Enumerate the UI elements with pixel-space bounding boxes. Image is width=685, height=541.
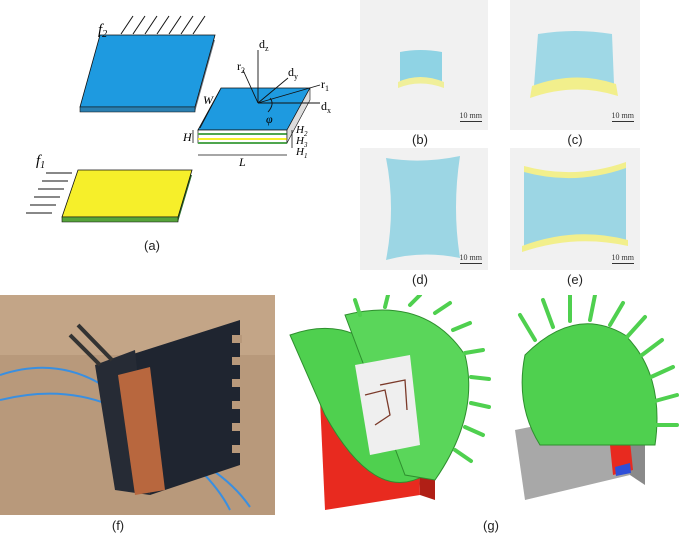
flytrap-3d-renders [289, 293, 679, 510]
H-label: H [182, 130, 193, 144]
dy-label: dy [288, 65, 298, 81]
f2-force-arrows-icon [120, 15, 206, 35]
dz-label: dz [259, 37, 269, 53]
curled-sample-large [530, 31, 618, 98]
photo-d: 10 mm [360, 148, 488, 270]
render-open-trap [289, 293, 491, 510]
curled-sample-small [398, 50, 444, 88]
photo-c: 10 mm [510, 0, 640, 130]
panel-a-schematic: f2 f1 [0, 0, 345, 260]
coordinate-axes-icon [242, 50, 321, 113]
caption-f: (f) [111, 518, 125, 533]
scale-bar-d: 10 mm [459, 253, 482, 264]
L-label: L [238, 155, 246, 169]
H2-label: H2 [295, 124, 308, 138]
blue-plate-exploded [79, 34, 216, 113]
yellow-plate-exploded [61, 169, 193, 223]
scale-bar-c: 10 mm [611, 111, 634, 122]
f2-label: f2 [98, 22, 107, 40]
curled-sample-saddle [522, 162, 628, 252]
W-label: W [203, 93, 214, 107]
caption-e: (e) [567, 272, 583, 287]
caption-a: (a) [144, 238, 160, 253]
dimension-lines [192, 89, 293, 156]
phi-label: φ [266, 112, 273, 126]
r1-label: r1 [321, 77, 329, 93]
r2-label: r2 [237, 59, 245, 75]
f1-force-arrows-icon [26, 172, 72, 214]
caption-d: (d) [412, 272, 428, 287]
assembled-laminate [197, 87, 311, 144]
caption-c: (c) [567, 132, 583, 147]
caption-g: (g) [483, 518, 499, 533]
photo-e: 10 mm [510, 148, 640, 270]
H1-label: H1 [295, 146, 307, 160]
H3-label: H3 [295, 135, 308, 149]
caption-b: (b) [412, 132, 428, 147]
bilayer-schematic: f2 f1 [26, 15, 331, 223]
render-closed-trap [515, 293, 679, 500]
scale-bar-b: 10 mm [459, 111, 482, 122]
scale-bar-e: 10 mm [611, 253, 634, 264]
dx-label: dx [321, 99, 331, 115]
curled-sample-vertical [386, 156, 460, 260]
photo-f-prototype [0, 295, 275, 515]
photo-b: 10 mm [360, 0, 488, 130]
flytrap-prototype-photo [0, 295, 275, 515]
panel-g-renders: (g) [285, 293, 680, 533]
f1-label: f1 [36, 153, 45, 171]
